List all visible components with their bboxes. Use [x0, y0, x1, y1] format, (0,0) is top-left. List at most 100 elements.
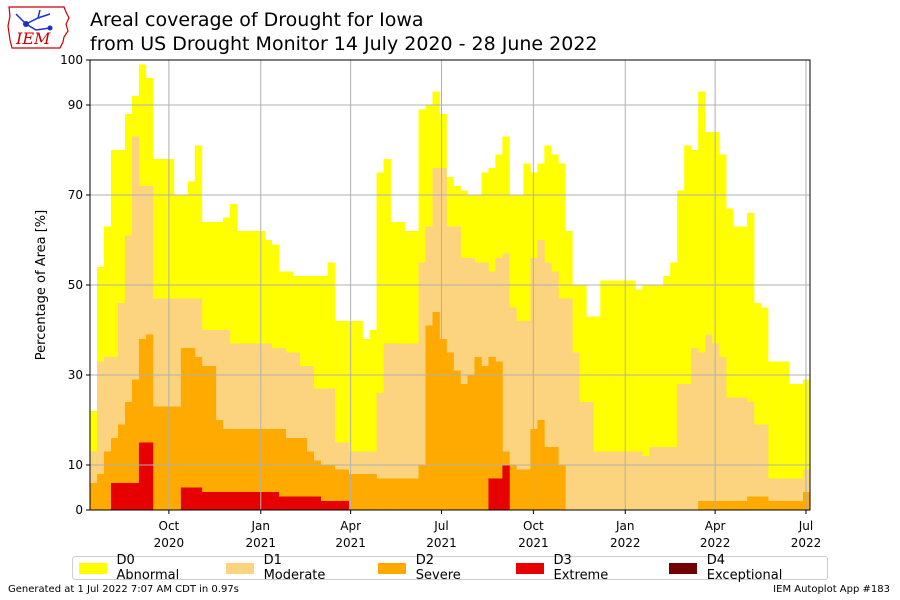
bar-D1-2020-07-21 — [96, 361, 105, 510]
bar-D0-2022-04-26 — [740, 226, 748, 510]
bar-D0-2022-05-24 — [768, 361, 776, 510]
bar-D0-2021-03-16 — [334, 321, 342, 510]
bar-D2-2022-05-10 — [754, 496, 762, 510]
bar-D2-2021-03-09 — [327, 465, 335, 510]
bar-D0-2021-04-06 — [355, 321, 363, 510]
bar-D3-2020-08-11 — [117, 483, 126, 510]
bar-D2-2020-12-08 — [236, 429, 245, 510]
bar-D0-2022-06-21 — [796, 384, 804, 510]
bar-D1-2022-05-24 — [768, 478, 776, 510]
network-icon — [15, 9, 51, 31]
legend-swatch — [669, 562, 697, 574]
app-label: IEM Autoplot App #183 — [773, 584, 890, 595]
bar-D0-2022-05-31 — [775, 361, 783, 510]
x-tick-label-year: 2022 — [610, 536, 641, 550]
bar-D0-2022-03-01 — [684, 145, 692, 510]
bar-D3-2021-03-09 — [327, 501, 335, 510]
bar-D2-2022-03-29 — [712, 501, 720, 510]
bar-D1-2020-09-15 — [152, 298, 161, 510]
bar-D2-2020-08-25 — [131, 379, 140, 510]
series-D3 — [110, 442, 510, 510]
bar-D1-2020-08-25 — [131, 136, 140, 510]
bar-D2-2020-10-13 — [180, 348, 189, 510]
chart-legend: D0 Abnormal D1 Moderate D2 Severe D3 Extrem… — [72, 553, 828, 583]
bar-D2-2021-05-18 — [397, 478, 405, 510]
bar-D2-2020-09-22 — [159, 406, 168, 510]
bar-D1-2022-01-04 — [628, 451, 636, 510]
bar-D3-2020-08-25 — [131, 483, 140, 510]
bar-D1-2020-12-01 — [229, 343, 238, 510]
bar-D2-2021-06-08 — [418, 465, 426, 510]
bar-D2-2020-08-04 — [110, 438, 119, 510]
bar-D3-2020-12-01 — [229, 492, 238, 510]
bar-D2-2022-06-14 — [789, 501, 797, 510]
bar-D2-2020-07-14 — [90, 483, 98, 510]
bar-D1-2022-03-08 — [691, 348, 699, 510]
bar-D1-2021-11-30 — [593, 451, 601, 510]
bar-D1-2021-05-11 — [390, 343, 398, 510]
bar-D1-2022-04-26 — [740, 397, 748, 510]
legend-swatch — [226, 562, 254, 574]
bar-D2-2020-12-29 — [257, 429, 266, 510]
bar-D3-2020-11-10 — [208, 492, 217, 510]
bar-D2-2020-10-27 — [194, 357, 203, 510]
bar-D1-2021-02-16 — [306, 366, 314, 510]
bar-D0-2021-03-30 — [348, 321, 356, 510]
bar-D2-2021-06-22 — [432, 312, 440, 510]
bar-D2-2020-11-03 — [201, 366, 210, 510]
legend-item-D0: D0 Abnormal — [79, 553, 200, 583]
bar-D0-2022-03-08 — [691, 150, 699, 510]
bar-D1-2021-02-23 — [313, 388, 321, 510]
bar-D1-2022-04-19 — [733, 397, 741, 510]
bar-D3-2021-08-31 — [502, 465, 510, 510]
bar-D3-2020-12-22 — [250, 492, 259, 510]
x-tick-label-month: Apr — [340, 519, 361, 533]
bar-D2-2021-10-26 — [558, 465, 566, 510]
bar-D1-2020-09-29 — [166, 298, 175, 510]
y-tick-label-70: 70 — [68, 188, 83, 202]
bar-D3-2021-08-24 — [495, 478, 503, 510]
drought-area-chart: 0 10 30 50 70 90 100 Oct 2020 Jan 2021 Apr 2021 Jul 20… — [34, 53, 821, 550]
bar-D2-2020-08-18 — [124, 402, 133, 510]
bar-D0-2022-01-04 — [628, 280, 636, 510]
bar-D0-2022-04-19 — [733, 226, 741, 510]
legend-label: D4 Exceptional — [706, 553, 783, 583]
x-tick-label-year: 2021 — [245, 536, 276, 550]
bar-D0-2022-06-14 — [789, 384, 797, 510]
bar-D1-2022-04-05 — [719, 357, 727, 510]
bar-D0-2021-03-09 — [327, 262, 335, 510]
bar-D1-2022-01-11 — [635, 451, 643, 510]
bar-D0-2021-05-04 — [383, 159, 391, 510]
bar-D2-2022-05-03 — [747, 496, 755, 510]
bar-D2-2020-10-06 — [173, 406, 182, 510]
legend-label: D2 Severe — [415, 553, 461, 583]
x-tick-label-month: Oct — [159, 519, 180, 533]
x-tick-label-year: 2022 — [700, 536, 731, 550]
bar-D2-2022-06-28 — [803, 492, 811, 510]
bar-D2-2021-06-15 — [425, 325, 433, 510]
bar-D0-2022-02-08 — [663, 276, 671, 510]
bar-D1-2022-02-22 — [677, 384, 685, 510]
bar-D0-2021-04-27 — [376, 172, 384, 510]
bar-D2-2021-04-06 — [355, 474, 363, 510]
bar-D3-2021-02-16 — [306, 496, 314, 510]
bar-D3-2020-09-08 — [145, 442, 154, 510]
legend-label: D3 Extreme — [553, 553, 609, 583]
bar-D1-2022-06-28 — [803, 469, 811, 510]
iem-logo: IEM — [6, 4, 72, 52]
bar-D0-2022-03-22 — [705, 132, 713, 510]
bar-D1-2020-07-14 — [90, 451, 98, 510]
bar-D1-2020-12-15 — [243, 343, 252, 510]
bar-D2-2020-11-24 — [222, 429, 231, 510]
bar-D0-2021-11-16 — [579, 285, 587, 510]
chart-subtitle: from US Drought Monitor 14 July 2020 - 2… — [90, 33, 598, 55]
y-tick-label-30: 30 — [68, 368, 83, 382]
bar-D2-2020-09-15 — [152, 406, 161, 510]
bar-D1-2020-11-24 — [222, 330, 231, 510]
bar-D2-2020-09-08 — [145, 334, 154, 510]
chart-title: Areal coverage of Drought for Iowa — [90, 9, 424, 31]
bar-D1-2021-07-13 — [453, 226, 461, 510]
bar-D0-2022-02-22 — [677, 190, 685, 510]
bar-D2-2021-09-07 — [509, 465, 517, 510]
bar-D0-2021-11-30 — [593, 316, 601, 510]
